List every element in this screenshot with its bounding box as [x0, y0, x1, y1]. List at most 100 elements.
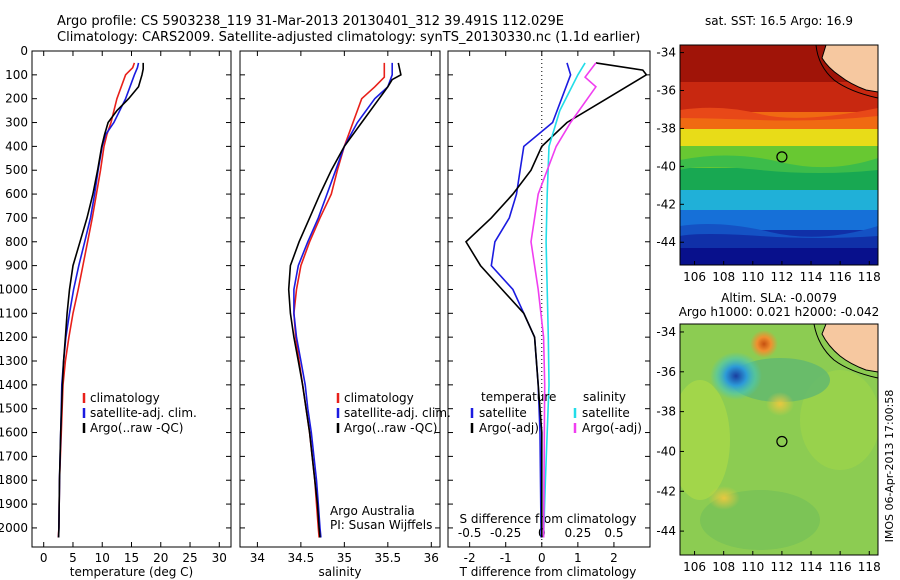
map-x-tick-label: 108 [712, 560, 735, 574]
x-tick-label: 1 [574, 551, 582, 565]
x-tick-label: 35.5 [374, 551, 401, 565]
x-tick-label: 20 [153, 551, 168, 565]
y-tick-label: 300 [5, 116, 28, 130]
header-line-2: Climatology: CARS2009. Satellite-adjuste… [57, 30, 641, 45]
s-tick-label: 0.25 [564, 526, 591, 540]
legend-label: satellite [582, 406, 630, 420]
salinity-panel: 34 34.5 35 35.5 36 salinity climatologysatelli… [239, 50, 451, 579]
map-x-tick-label: 114 [800, 560, 823, 574]
s-tick-label: -0.5 [458, 526, 481, 540]
map-y-tick-label: -38 [656, 121, 676, 135]
x-tick-label: 10 [95, 551, 110, 565]
y-tick-label: 1200 [0, 330, 28, 344]
y-tick-label: 1500 [0, 402, 28, 416]
y-tick-label: 1900 [0, 497, 28, 511]
legend-label: Argo(..raw -QC) [90, 421, 183, 435]
series-line-climatology [293, 62, 386, 538]
temperature-panel: 0 5 10 15 20 25 30 temperature (deg C) 0 100 200 30… [0, 44, 232, 579]
imos-credit: IMOS 06-Apr-2013 17:00:58 [883, 390, 896, 543]
map-x-tick-label: 114 [800, 270, 823, 284]
series-line-satellite-adj-clim- [293, 62, 393, 538]
map-x-tick-label: 116 [829, 560, 852, 574]
plot-frame [239, 50, 441, 548]
series-line-temperature-argo-adj- [464, 62, 648, 538]
y-tick-label: 600 [5, 187, 28, 201]
map-y-tick-label: -36 [656, 84, 676, 98]
map-y-tick-label: -40 [656, 444, 676, 458]
s-axis-label: S difference from climatology [460, 512, 637, 526]
plot-frame [447, 50, 651, 548]
map-y-tick-label: -34 [656, 46, 676, 60]
map-x-tick-label: 112 [770, 270, 793, 284]
annotation-text: Argo Australia [330, 504, 415, 518]
y-tick-label: 700 [5, 211, 28, 225]
map-x-tick-label: 118 [858, 560, 881, 574]
y-tick-label: 900 [5, 259, 28, 273]
argo-location-marker [776, 151, 788, 163]
y-tick-label: 1400 [0, 378, 28, 392]
legend-label: satellite-adj. clim. [344, 406, 451, 420]
sla-map-title: Altim. SLA: -0.0079 [721, 291, 837, 305]
y-tick-label: 0 [20, 44, 28, 58]
legend-label: Argo(..raw -QC) [344, 421, 437, 435]
legend-label: Argo(-adj) [582, 421, 642, 435]
y-tick-label: 200 [5, 92, 28, 106]
x-tick-label: 25 [182, 551, 197, 565]
series-line-argo-raw-qc- [57, 62, 144, 538]
x-axis-label: salinity [318, 565, 361, 579]
map-y-tick-label: -42 [656, 484, 676, 498]
y-tick-label: 800 [5, 235, 28, 249]
y-tick-label: 1100 [0, 306, 28, 320]
legend-heading: salinity [583, 390, 626, 404]
x-tick-label: 36 [424, 551, 439, 565]
y-tick-label: 1700 [0, 449, 28, 463]
plot-frame [31, 50, 232, 548]
map-y-tick-label: -40 [656, 159, 676, 173]
legend-label: climatology [344, 391, 414, 405]
s-tick-label: -0.25 [490, 526, 521, 540]
legend-label: Argo(-adj) [479, 421, 539, 435]
map-x-tick-label: 106 [683, 270, 706, 284]
difference-panel: -2 -1 0 1 2-0.5 -0.25 0 0.25 0.5S difference fro… [447, 50, 651, 579]
series-line-temperature-satellite [490, 62, 572, 538]
map-y-tick-label: -38 [656, 405, 676, 419]
series-line-climatology [57, 62, 136, 538]
map-x-tick-label: 106 [683, 560, 706, 574]
legend-label: satellite [479, 406, 527, 420]
sst-map: sat. SST: 16.5 Argo: 16.9 106 108 110 112 11… [656, 14, 880, 284]
y-tick-label: 2000 [0, 521, 28, 535]
y-tick-label: 500 [5, 163, 28, 177]
map-x-tick-label: 116 [829, 270, 852, 284]
y-tick-label: 1600 [0, 426, 28, 440]
map-x-tick-label: 110 [741, 270, 764, 284]
map-y-tick-label: -44 [656, 235, 676, 249]
x-tick-label: 0 [538, 551, 546, 565]
legend-label: climatology [90, 391, 160, 405]
x-tick-label: 34 [250, 551, 265, 565]
map-y-tick-label: -34 [656, 325, 676, 339]
y-tick-label: 100 [5, 68, 28, 82]
x-tick-label: 2 [610, 551, 618, 565]
series-line-argo-raw-qc- [287, 62, 402, 538]
y-tick-label: 1800 [0, 473, 28, 487]
x-tick-label: 34.5 [288, 551, 315, 565]
s-tick-label: 0.5 [604, 526, 623, 540]
annotation-text: PI: Susan Wijffels [330, 518, 432, 532]
sst-map-title: sat. SST: 16.5 Argo: 16.9 [705, 14, 853, 28]
map-x-tick-label: 110 [741, 560, 764, 574]
x-tick-label: 15 [124, 551, 139, 565]
x-tick-label: 35 [337, 551, 352, 565]
x-tick-label: 5 [69, 551, 77, 565]
map-y-tick-label: -42 [656, 197, 676, 211]
x-tick-label: 30 [212, 551, 227, 565]
sla-map: Altim. SLA: -0.0079 Argo h1000: 0.021 h2… [656, 291, 880, 574]
series-line-satellite-adj-clim- [57, 62, 140, 538]
argo-location-marker [776, 435, 788, 448]
sla-map-subtitle: Argo h1000: 0.021 h2000: -0.042 [679, 305, 880, 319]
x-tick-label: 0 [40, 551, 48, 565]
map-y-tick-label: -44 [656, 524, 676, 538]
x-tick-label: -2 [464, 551, 476, 565]
map-y-tick-label: -36 [656, 365, 676, 379]
header-line-1: Argo profile: CS 5903238_119 31-Mar-2013… [57, 14, 565, 29]
